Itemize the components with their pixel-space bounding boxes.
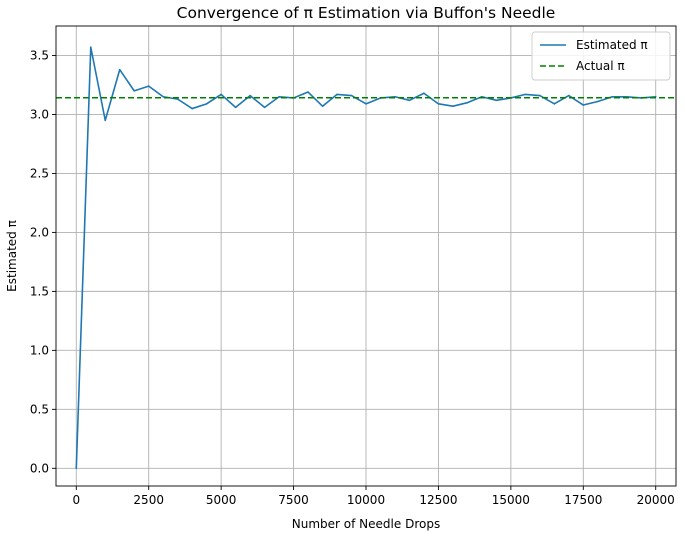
tick-layer: 0 2500 5000 7500 10000 12500 15000 17500 20000 0.… xyxy=(30,48,675,507)
data-point xyxy=(206,103,208,105)
legend-label-estimated: Estimated π xyxy=(576,38,648,52)
data-point xyxy=(525,94,527,96)
data-point xyxy=(264,107,266,109)
data-point xyxy=(611,96,613,98)
chart-title: Convergence of π Estimation via Buffon's… xyxy=(177,4,556,22)
data-point xyxy=(568,95,570,97)
data-point xyxy=(191,108,193,110)
data-point xyxy=(278,96,280,98)
data-point xyxy=(148,85,150,87)
data-point xyxy=(235,107,237,109)
x-tick-label: 5000 xyxy=(206,493,237,507)
data-point xyxy=(438,103,440,105)
x-tick-label: 20000 xyxy=(637,493,675,507)
legend: Estimated π Actual π xyxy=(532,32,670,80)
x-tick-label: 0 xyxy=(72,493,80,507)
x-tick-label: 7500 xyxy=(278,493,309,507)
data-point xyxy=(162,96,164,98)
data-point xyxy=(177,98,179,100)
data-point xyxy=(554,103,556,105)
x-axis-label: Number of Needle Drops xyxy=(292,517,440,531)
data-point xyxy=(365,103,367,105)
data-point xyxy=(467,102,469,104)
data-point xyxy=(322,105,324,107)
data-point xyxy=(496,100,498,102)
data-point xyxy=(423,92,425,94)
x-tick-label: 10000 xyxy=(347,493,385,507)
data-point xyxy=(597,101,599,103)
y-tick-label: 2.5 xyxy=(30,166,49,180)
y-tick-label: 1.5 xyxy=(30,284,49,298)
data-point xyxy=(582,104,584,106)
legend-label-actual: Actual π xyxy=(576,59,625,73)
y-tick-label: 3.5 xyxy=(30,48,49,62)
x-tick-label: 17500 xyxy=(564,493,602,507)
data-point xyxy=(351,95,353,97)
data-point xyxy=(336,94,338,96)
data-point xyxy=(307,91,309,93)
data-point xyxy=(249,95,251,97)
y-axis-label: Estimated π xyxy=(5,220,19,292)
data-point xyxy=(220,94,222,96)
y-tick-label: 2.0 xyxy=(30,225,49,239)
data-point xyxy=(133,90,135,92)
data-point xyxy=(409,100,411,102)
data-point xyxy=(452,105,454,107)
y-tick-label: 3.0 xyxy=(30,107,49,121)
y-tick-label: 0.0 xyxy=(30,461,49,475)
x-tick-label: 12500 xyxy=(419,493,457,507)
data-point xyxy=(75,468,77,470)
grid-layer xyxy=(56,26,676,486)
x-tick-label: 15000 xyxy=(492,493,530,507)
y-tick-label: 0.5 xyxy=(30,402,49,416)
y-tick-label: 1.0 xyxy=(30,343,49,357)
data-point xyxy=(104,120,106,122)
x-tick-label: 2500 xyxy=(133,493,164,507)
data-point xyxy=(90,46,92,48)
data-point xyxy=(119,69,121,71)
data-point xyxy=(539,95,541,97)
